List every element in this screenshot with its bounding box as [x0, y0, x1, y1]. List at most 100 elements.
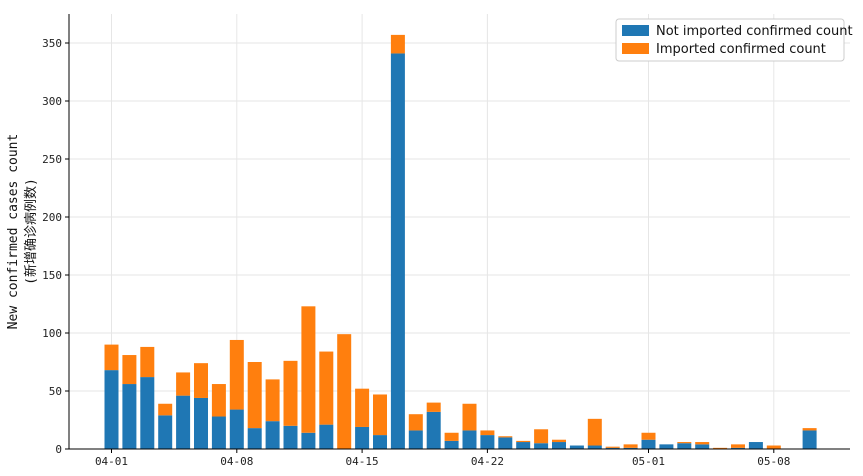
- bar-not-imported: [641, 439, 656, 449]
- axes: [68, 14, 850, 450]
- bar-imported: [426, 402, 441, 412]
- bar-imported: [390, 34, 405, 54]
- bar-imported: [301, 306, 316, 433]
- bar-imported: [194, 363, 208, 398]
- x-tick-label: 04-15: [346, 455, 379, 468]
- bar-imported: [623, 444, 638, 448]
- y-axis-ticks: 0 50 100 150 200 250 300 350: [42, 37, 69, 456]
- bar-imported: [713, 447, 728, 449]
- bar-imported: [552, 439, 566, 443]
- legend: Not imported confirmed count Imported co…: [615, 18, 853, 62]
- bar-not-imported: [516, 442, 531, 449]
- bar-not-imported: [247, 428, 262, 449]
- x-tick-label: 05-01: [632, 455, 665, 468]
- bar-imported: [229, 339, 244, 410]
- bar-not-imported: [140, 377, 155, 449]
- bar-not-imported: [444, 440, 459, 449]
- bar-imported: [587, 418, 602, 446]
- bar-not-imported: [802, 430, 817, 449]
- y-axis-label-line1: New confirmed cases count: [6, 134, 21, 330]
- bar-not-imported: [104, 370, 119, 449]
- y-tick-label: 250: [42, 153, 62, 166]
- bar-imported: [677, 442, 692, 444]
- bar-not-imported: [659, 444, 674, 449]
- bar-imported: [731, 444, 745, 448]
- bar-not-imported: [319, 424, 334, 449]
- bar-not-imported: [229, 409, 244, 449]
- bar-not-imported: [122, 384, 137, 449]
- bar-not-imported: [194, 397, 208, 449]
- bar-not-imported: [462, 430, 477, 449]
- bar-imported: [695, 442, 710, 445]
- bar-imported: [373, 394, 387, 436]
- bar-imported: [211, 384, 226, 417]
- bar-not-imported: [731, 447, 745, 449]
- bar-not-imported: [748, 442, 763, 449]
- bar-not-imported: [569, 445, 584, 449]
- bar-not-imported: [301, 432, 316, 449]
- x-axis-ticks: 04-01 04-08 04-15 04-22 05-01 05-08: [95, 449, 790, 468]
- legend-swatch-imported: [622, 43, 649, 54]
- grid-lines: [69, 14, 850, 449]
- bar-imported: [176, 372, 191, 396]
- bar-not-imported: [373, 435, 387, 449]
- bar-imported: [283, 360, 298, 426]
- bar-not-imported: [176, 395, 191, 449]
- bar-not-imported: [623, 447, 638, 449]
- legend-box: [615, 18, 845, 62]
- bars: [104, 34, 817, 449]
- legend-swatch-not-imported: [622, 25, 649, 36]
- y-tick-label: 50: [49, 385, 62, 398]
- bar-imported: [605, 446, 620, 448]
- x-tick-label: 04-01: [95, 455, 128, 468]
- bar-not-imported: [211, 416, 226, 449]
- y-tick-label: 350: [42, 37, 62, 50]
- bar-not-imported: [408, 430, 423, 449]
- bar-not-imported: [498, 437, 513, 449]
- bar-imported: [158, 403, 173, 416]
- bar-imported: [534, 429, 549, 444]
- bar-not-imported: [426, 411, 441, 449]
- bar-imported: [444, 432, 459, 441]
- x-tick-label: 04-22: [471, 455, 504, 468]
- bar-imported: [265, 379, 280, 422]
- x-tick-label: 05-08: [757, 455, 790, 468]
- bar-not-imported: [534, 443, 549, 449]
- bar-not-imported: [480, 435, 495, 449]
- bar-not-imported: [158, 415, 173, 449]
- bar-not-imported: [355, 426, 370, 449]
- bar-imported: [408, 414, 423, 431]
- bar-imported: [462, 403, 477, 431]
- bar-imported: [766, 445, 781, 449]
- bar-imported: [319, 351, 334, 425]
- x-tick-label: 04-08: [220, 455, 253, 468]
- bar-not-imported: [605, 447, 620, 449]
- bar-imported: [122, 355, 137, 385]
- y-tick-label: 0: [55, 443, 62, 456]
- y-tick-label: 150: [42, 269, 62, 282]
- bar-not-imported: [677, 443, 692, 449]
- bar-imported: [140, 346, 155, 378]
- bar-imported: [355, 388, 370, 427]
- bar-not-imported: [587, 445, 602, 449]
- bar-imported: [480, 430, 495, 436]
- bar-not-imported: [283, 425, 298, 449]
- bar-imported: [337, 334, 352, 449]
- bar-imported: [104, 344, 119, 371]
- legend-label-imported: Imported confirmed count: [656, 42, 826, 57]
- bar-imported: [802, 428, 817, 431]
- bar-imported: [247, 362, 262, 429]
- bar-not-imported: [265, 421, 280, 449]
- y-tick-label: 300: [42, 95, 62, 108]
- bar-not-imported: [390, 53, 405, 449]
- y-tick-label: 100: [42, 327, 62, 340]
- bar-imported: [498, 436, 513, 438]
- bar-not-imported: [552, 442, 566, 449]
- y-axis-label: New confirmed cases count (新增确诊病例数): [6, 134, 39, 330]
- y-tick-label: 200: [42, 211, 62, 224]
- y-axis-label-line2: (新增确诊病例数): [23, 178, 39, 285]
- bar-not-imported: [695, 444, 710, 449]
- bar-imported: [641, 432, 656, 440]
